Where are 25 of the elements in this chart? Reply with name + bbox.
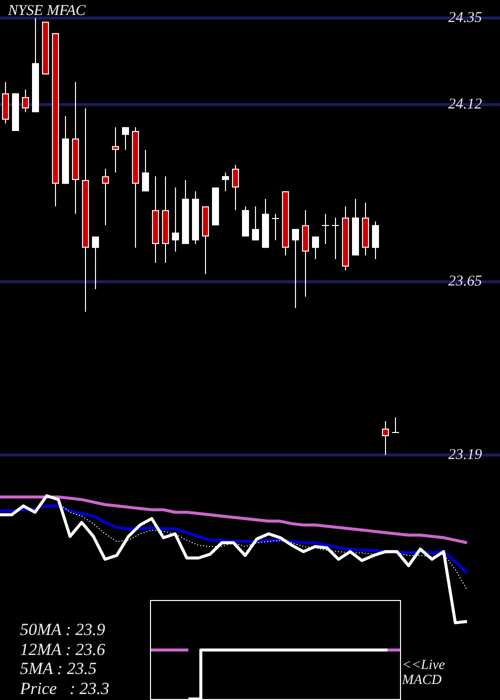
candlestick [272, 213, 280, 241]
candlestick [92, 236, 99, 290]
y-tick-label: 24.35 [448, 10, 482, 26]
candlestick [392, 416, 400, 433]
annotation: 50MA : 23.9 [20, 620, 106, 640]
text: <<Live MACD [402, 658, 446, 688]
text: 5MA : 23.5 [20, 659, 97, 679]
candlestick [172, 187, 179, 252]
candlestick [122, 126, 129, 150]
candlestick [252, 206, 259, 241]
candlestick [322, 213, 330, 245]
candlestick [332, 217, 340, 260]
candlestick [112, 126, 119, 173]
candlestick [22, 89, 29, 113]
text: 12MA : 23.6 [20, 640, 106, 660]
y-tick-label: 24.12 [448, 96, 482, 113]
candlestick [292, 228, 299, 309]
y-tick-label: 23.65 [448, 274, 482, 290]
candlestick [102, 168, 109, 226]
candlestick [382, 420, 389, 456]
y-tick-label: 23.19 [448, 446, 482, 463]
text: Price : 23.3 [20, 678, 110, 698]
chart-title: NYSE MFAC [8, 3, 86, 20]
candlestick [232, 164, 239, 211]
candlestick [222, 172, 229, 192]
